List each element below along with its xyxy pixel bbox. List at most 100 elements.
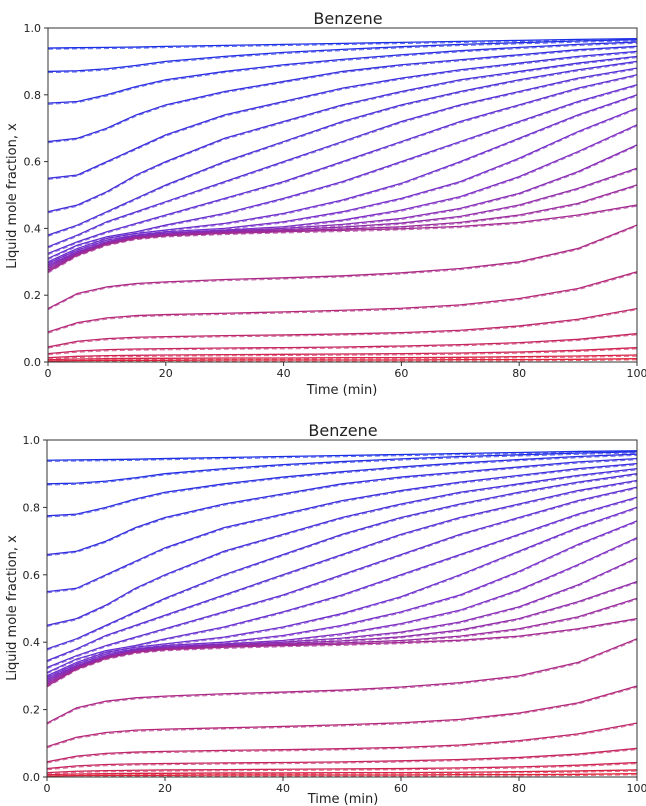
chart-2-series-1-solid	[47, 450, 637, 461]
chart-2-series-20-solid	[47, 722, 637, 763]
chart-1-series-8-dashed	[48, 68, 637, 249]
chart-1-series-13-solid	[48, 124, 637, 266]
chart-1-series-20-dashed	[48, 309, 637, 349]
chart-1-ytick-label-1: 1.0	[24, 22, 42, 35]
chart-1-xtick-label-60: 60	[394, 367, 408, 380]
chart-1-series-18-solid	[48, 224, 637, 310]
chart-2-series-17-solid	[47, 617, 637, 687]
chart-1-series-4-dashed	[48, 47, 637, 144]
chart-2-series-7-solid	[47, 473, 637, 650]
chart-2-ytick-label-0.4: 0.4	[23, 636, 41, 649]
chart-1-series-6-dashed	[48, 57, 637, 214]
chart-1-ytick-label-0.4: 0.4	[24, 222, 42, 235]
chart-1-series-12-solid	[48, 107, 637, 265]
chart-2-series-10-dashed	[47, 498, 637, 675]
chart-1-series-11-solid	[48, 94, 637, 263]
chart-1-series-2-solid	[48, 39, 637, 73]
chart-1-series-8-solid	[48, 67, 637, 248]
chart-2-series-4-solid	[47, 457, 637, 556]
chart-1-series-group	[48, 38, 637, 362]
chart-2-series-3-solid	[47, 453, 637, 517]
chart-1-plot: 0 20 40 60 80 100 0.0 0.2 0.4 0.6 0.8 1.0	[24, 22, 646, 380]
chart-2-xtick-label-0: 0	[44, 782, 51, 795]
chart-1-xtick-label-80: 80	[512, 367, 526, 380]
chart-2-series-5-dashed	[47, 464, 637, 594]
chart-1-xtick-label-20: 20	[159, 367, 173, 380]
chart-1-series-5-solid	[48, 50, 637, 179]
chart-1-series-23-solid	[48, 354, 637, 361]
chart-1-series-10-solid	[48, 84, 637, 260]
chart-2-ytick-label-1: 1.0	[23, 434, 41, 447]
chart-1-series-21-solid	[48, 332, 637, 355]
chart-1-series-20-solid	[48, 307, 637, 348]
chart-1-series-12-dashed	[48, 108, 637, 266]
chart-2-series-21-dashed	[47, 749, 637, 771]
chart-1-series-7-solid	[48, 60, 637, 236]
chart-1-series-3-dashed	[48, 42, 637, 105]
chart-1-frame	[47, 27, 638, 363]
chart-1-series-7-dashed	[48, 62, 637, 237]
chart-2-ytick-label-0: 0.0	[23, 771, 41, 784]
chart-1-series-11-dashed	[48, 95, 637, 264]
chart-1-series-18-dashed	[48, 225, 637, 311]
chart-2-series-10-solid	[47, 496, 637, 674]
chart-2-series-9-solid	[47, 486, 637, 669]
chart-2-series-11-solid	[47, 506, 637, 677]
chart-2-series-5-solid	[47, 462, 637, 593]
chart-2-xtick-label-40: 40	[276, 782, 290, 795]
chart-1-xtick-label-0: 0	[45, 367, 52, 380]
chart-1-series-17-solid	[48, 204, 637, 273]
chart-2-series-7-dashed	[47, 474, 637, 651]
chart-1-series-10-dashed	[48, 85, 637, 261]
chart-2-series-8-solid	[47, 479, 637, 662]
chart-2-ylabel: Liquid mole fraction, x	[5, 535, 20, 681]
chart-2-series-14-solid	[47, 557, 637, 682]
chart-1-xtick-label-100: 100	[627, 367, 646, 380]
chart-2-ytick-label-0.6: 0.6	[23, 569, 41, 582]
chart-1-series-14-solid	[48, 144, 637, 268]
chart-1-ytick-label-0: 0.0	[24, 356, 42, 369]
chart-2-series-18-solid	[47, 638, 637, 724]
chart-2-series-17-dashed	[47, 619, 637, 688]
chart-1-series-9-solid	[48, 74, 637, 255]
chart-1-series-1-dashed	[48, 39, 637, 50]
chart-1: Benzene 0 20 40 60 80 100 0.0 0.2 0.4 0.6 0.8 1.0 T…	[5, 9, 646, 398]
chart-2-series-6-dashed	[47, 469, 637, 628]
chart-2-ytick-label-0.8: 0.8	[23, 501, 41, 514]
chart-2-series-1-dashed	[47, 451, 637, 462]
chart-1-series-19-dashed	[48, 272, 637, 334]
chart-2-title: Benzene	[308, 421, 377, 440]
chart-2-xlabel: Time (min)	[307, 792, 379, 806]
chart-1-series-22-dashed	[48, 348, 637, 360]
chart-2-series-13-solid	[47, 537, 637, 680]
chart-2-series-8-dashed	[47, 481, 637, 663]
chart-1-series-19-solid	[48, 271, 637, 333]
chart-2-series-12-dashed	[47, 521, 637, 680]
chart-2: Benzene 0 20 40 60 80 100 0.0 0.2 0.4 0.6 0.8 1.0 T…	[5, 421, 646, 806]
chart-2-series-15-solid	[47, 580, 637, 684]
chart-1-ytick-label-0.8: 0.8	[24, 89, 42, 102]
chart-1-series-6-solid	[48, 55, 637, 213]
chart-1-series-1-solid	[48, 38, 637, 49]
chart-2-xtick-label-80: 80	[512, 782, 526, 795]
chart-2-series-11-dashed	[47, 508, 637, 678]
chart-2-series-3-dashed	[47, 454, 637, 518]
chart-2-series-4-dashed	[47, 459, 637, 557]
chart-1-series-24-solid	[48, 358, 637, 362]
chart-1-series-16-solid	[48, 184, 637, 271]
chart-2-series-16-solid	[47, 597, 637, 685]
chart-2-series-20-dashed	[47, 723, 637, 764]
chart-2-xtick-label-100: 100	[627, 782, 646, 795]
chart-2-series-21-solid	[47, 747, 637, 770]
chart-2-series-22-dashed	[47, 763, 637, 775]
chart-2-ytick-label-0.2: 0.2	[23, 704, 41, 717]
chart-2-series-19-dashed	[47, 686, 637, 749]
chart-2-xtick-label-20: 20	[158, 782, 172, 795]
chart-2-frame	[46, 439, 638, 778]
chart-2-series-group	[47, 450, 637, 777]
chart-2-plot: 0 20 40 60 80 100 0.0 0.2 0.4 0.6 0.8 1.0	[23, 434, 646, 795]
chart-2-series-2-dashed	[47, 452, 637, 486]
chart-1-series-4-solid	[48, 45, 637, 143]
chart-1-ytick-label-0.6: 0.6	[24, 156, 42, 169]
